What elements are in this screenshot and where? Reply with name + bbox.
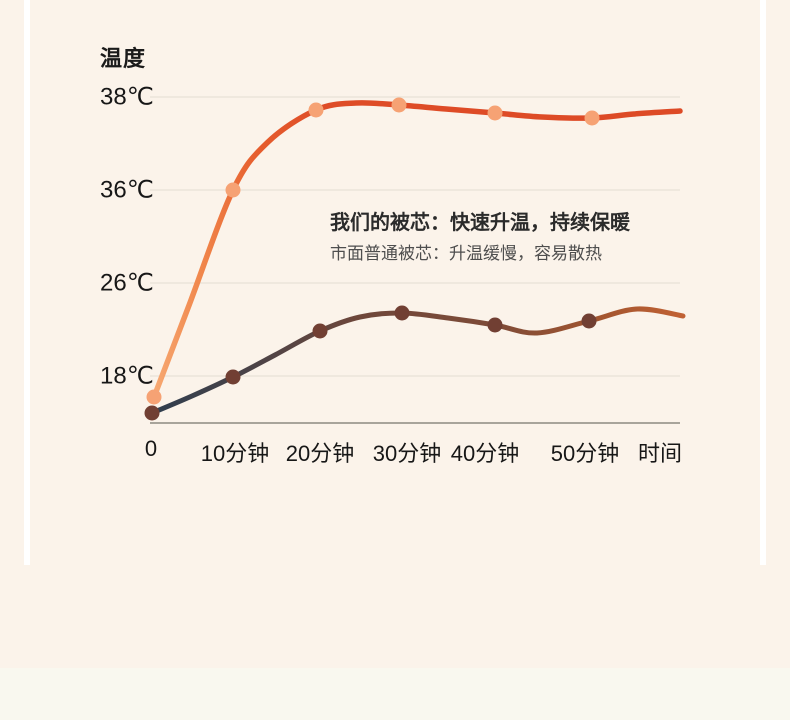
data-point-ordinary [312, 323, 328, 339]
series-line-ordinary [149, 306, 686, 416]
data-point-ordinary [225, 369, 241, 385]
x-tick-40min: 40分钟 [450, 441, 520, 466]
y-tick-18c: 18℃ [100, 362, 154, 390]
temperature-line-chart [144, 96, 686, 424]
data-point-ours [308, 102, 324, 118]
annotation-our-quilt: 我们的被芯：快速升温，持续保暖 [330, 212, 630, 234]
bottom-section [0, 668, 790, 720]
data-point-ours [584, 110, 600, 126]
data-point-ours [391, 97, 407, 113]
annotation-ordinary-quilt: 市面普通被芯：升温缓慢，容易散热 [330, 244, 602, 263]
x-tick-30min: 30分钟 [372, 441, 442, 466]
x-tick-0: 0 [144, 436, 158, 461]
x-axis-time-label: 时间 [637, 441, 683, 466]
data-point-ours [225, 182, 241, 198]
left-section-divider [24, 0, 30, 565]
data-point-ordinary [581, 313, 597, 329]
x-tick-20min: 20分钟 [285, 441, 355, 466]
y-axis-title: 温度 [100, 46, 147, 71]
right-section-divider [760, 0, 766, 565]
y-tick-38c: 38℃ [100, 83, 154, 111]
x-tick-50min: 50分钟 [550, 441, 620, 466]
y-tick-26c: 26℃ [100, 269, 154, 297]
data-point-ordinary [144, 405, 160, 421]
y-tick-36c: 36℃ [100, 176, 154, 204]
data-point-ours [146, 389, 162, 405]
data-point-ordinary [394, 305, 410, 321]
x-tick-10min: 10分钟 [200, 441, 270, 466]
data-point-ours [487, 105, 503, 121]
data-point-ordinary [487, 317, 503, 333]
